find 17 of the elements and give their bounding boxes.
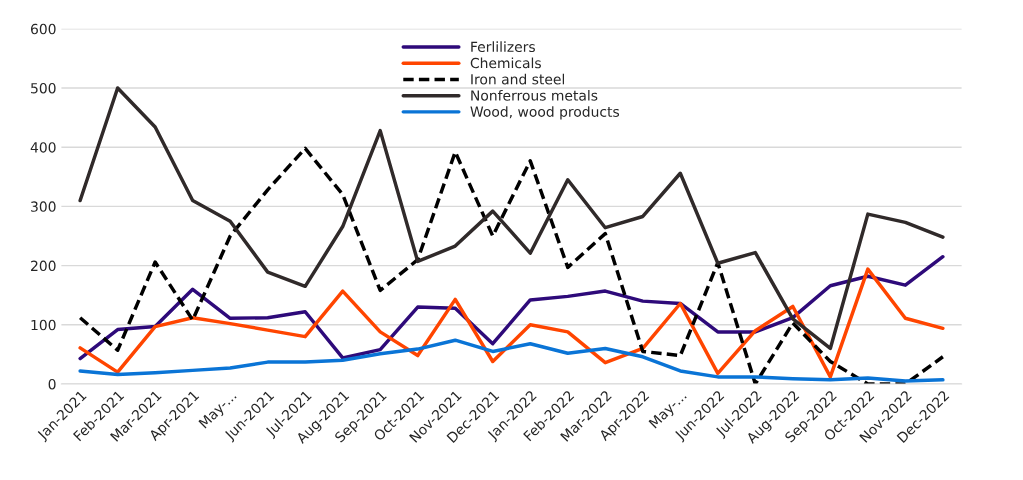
line-series [78, 267, 945, 379]
legend-label: Iron and steel [471, 73, 565, 85]
legend-label: Ferlilizers [471, 41, 535, 53]
y-tick-label: 300 [31, 201, 56, 212]
legend-label: Chemicals [470, 57, 541, 69]
y-tick-label: 100 [31, 319, 56, 331]
y-tick-label: 600 [30, 23, 56, 35]
legend-label: Wood, wood products [470, 106, 620, 120]
line-series [78, 254, 945, 361]
legend-label: Nonferrous metals [471, 89, 598, 101]
y-tick-label: 200 [31, 260, 56, 272]
y-tick-label: 0 [48, 378, 56, 390]
line-series [78, 338, 945, 383]
y-tick-label: 500 [31, 82, 56, 94]
line-series [78, 86, 945, 351]
y-tick-label: 400 [30, 142, 56, 153]
line-series [78, 146, 945, 384]
